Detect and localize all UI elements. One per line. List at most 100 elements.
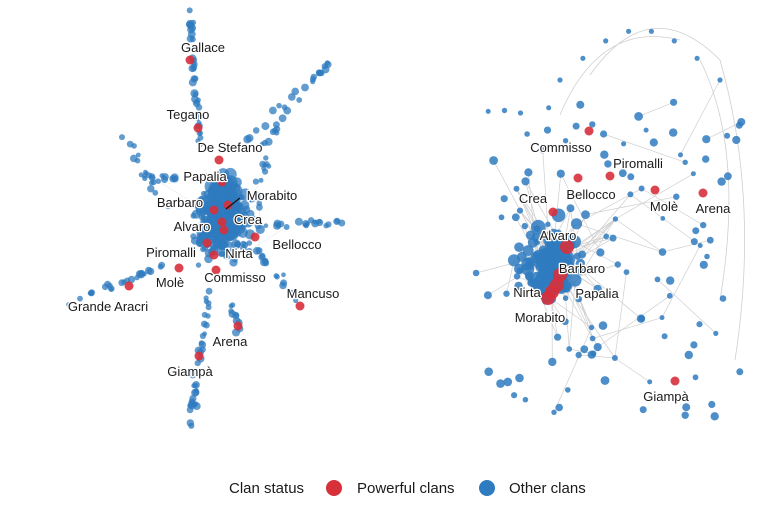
network-node-other — [266, 163, 272, 169]
network-node-other — [515, 373, 524, 383]
network-node-other — [604, 160, 612, 168]
node-label: Alvaro — [540, 228, 577, 243]
network-node-other — [696, 321, 703, 328]
network-node-other — [130, 154, 138, 163]
node-label: Commisso — [530, 140, 591, 155]
network-node-other — [119, 134, 125, 141]
network-node-other — [274, 130, 280, 136]
network-node-other — [678, 152, 683, 158]
node-label: Bellocco — [566, 187, 615, 202]
network-node-other — [233, 241, 241, 249]
network-node-other — [575, 295, 583, 303]
network-node-other — [513, 185, 520, 192]
network-node-other — [669, 128, 678, 137]
network-edge — [699, 59, 730, 301]
network-node-other — [638, 315, 645, 322]
network-node-other — [580, 55, 586, 61]
powerful-node — [250, 232, 260, 242]
network-node-other — [243, 135, 252, 144]
legend-title: Clan status — [229, 480, 304, 497]
network-node-other — [232, 257, 238, 263]
network-node-other — [573, 252, 581, 260]
network-node-other — [514, 242, 524, 252]
network-node-other — [263, 155, 269, 161]
network-node-other — [160, 175, 169, 184]
network-node-other — [510, 392, 518, 399]
left-network-panel: Gallace Tegano De Stefano Papalia Morabito Ba… — [66, 7, 346, 429]
network-node-other — [261, 122, 270, 131]
network-node-other — [516, 267, 524, 275]
network-edge — [559, 36, 681, 116]
node-label: Tegano — [167, 107, 210, 122]
network-node-other — [660, 216, 666, 221]
network-node-other — [289, 289, 295, 296]
right-network-panel: Commisso Piromalli Crea Bellocco Molè Arena Al… — [472, 28, 746, 421]
network-node-other — [198, 340, 205, 346]
network-edge — [614, 272, 627, 359]
network-node-other — [690, 171, 696, 177]
network-node-other — [202, 331, 208, 337]
network-node-other — [609, 234, 617, 242]
network-node-other — [211, 226, 219, 234]
node-label: Nirta — [513, 285, 541, 300]
powerful-node — [550, 278, 564, 292]
network-node-other — [258, 177, 264, 183]
powerful-node — [209, 205, 219, 215]
network-node-other — [200, 190, 207, 197]
network-node-other — [517, 110, 524, 116]
network-node-other — [713, 330, 719, 336]
network-edge — [234, 226, 287, 260]
network-edge — [576, 223, 663, 253]
network-node-other — [191, 388, 200, 397]
network-node-other — [618, 169, 627, 178]
network-node-other — [572, 122, 580, 130]
network-edge — [565, 285, 616, 359]
network-node-other — [245, 220, 253, 228]
network-node-other — [261, 166, 267, 172]
network-edge — [661, 245, 701, 318]
network-node-other — [507, 254, 521, 267]
network-node-other — [697, 243, 703, 248]
network-node-other — [87, 290, 93, 296]
network-node-other — [193, 99, 200, 105]
network-node-other — [165, 203, 171, 210]
network-node-other — [484, 367, 494, 377]
network-node-other — [670, 98, 678, 106]
network-node-other — [263, 223, 269, 228]
left-labels: Gallace Tegano De Stefano Papalia Morabito Ba… — [67, 39, 341, 381]
node-label: Alvaro — [174, 219, 211, 234]
network-node-other — [659, 315, 665, 321]
powerful-node — [584, 126, 594, 136]
network-edge — [706, 121, 742, 140]
network-node-other — [649, 138, 658, 147]
node-label: Arena — [213, 334, 248, 349]
network-node-other — [694, 55, 700, 61]
network-node-other — [275, 222, 282, 229]
node-label: Molè — [156, 275, 184, 290]
network-edge — [614, 357, 650, 383]
network-node-other — [719, 295, 727, 302]
powerful-node — [650, 185, 660, 195]
network-edge — [577, 194, 631, 257]
network-node-other — [483, 291, 492, 300]
network-node-other — [611, 355, 618, 361]
network-node-other — [323, 223, 329, 229]
network-node-other — [218, 240, 228, 251]
network-node-other — [681, 411, 689, 419]
network-node-other — [600, 150, 609, 159]
right-labels: Commisso Piromalli Crea Bellocco Molè Arena Al… — [512, 139, 732, 406]
network-node-other — [203, 173, 210, 180]
powerful-node — [124, 281, 134, 291]
network-node-other — [472, 269, 480, 277]
network-node-other — [252, 178, 259, 185]
network-node-other — [152, 189, 159, 196]
network-node-other — [612, 216, 619, 222]
network-node-other — [194, 114, 202, 122]
network-node-other — [238, 218, 247, 227]
network-node-other — [546, 105, 552, 111]
network-node-other — [638, 185, 645, 192]
network-node-other — [192, 91, 199, 98]
node-label: Crea — [234, 212, 263, 227]
network-node-other — [316, 69, 324, 77]
powerful-node — [573, 173, 583, 183]
